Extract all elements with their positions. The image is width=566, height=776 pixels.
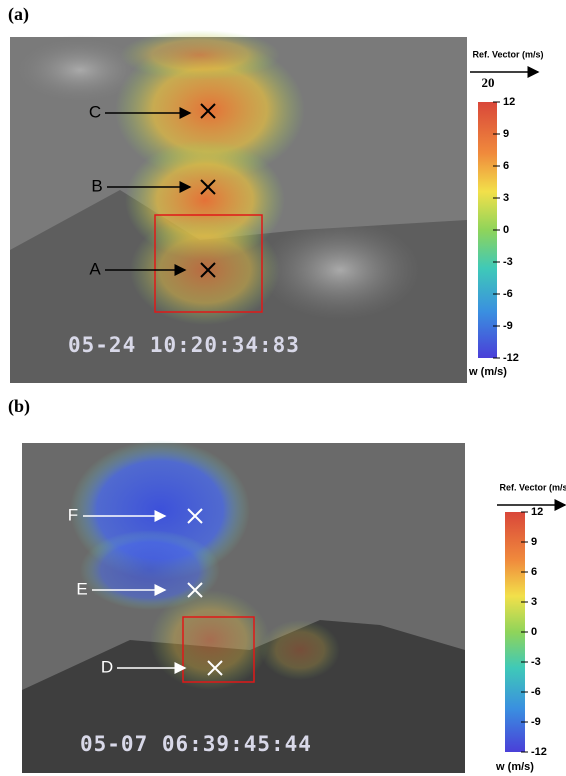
ref-vector-title: Ref. Vector (m/s) [472, 49, 543, 59]
colorbar-tick-label: 9 [531, 536, 537, 548]
photo-a [10, 30, 467, 383]
photo-b [22, 440, 465, 773]
colorbar-tick-label: 9 [503, 128, 509, 140]
colorbar-tick-label: 0 [503, 224, 509, 236]
point-label: E [76, 579, 87, 598]
panel-label: (a) [8, 4, 29, 25]
page: {"panels": [ {"label": "(a)", "timestamp… [0, 0, 566, 776]
colorbar-label: w (m/s) [468, 366, 507, 378]
colorbar-tick-label: 0 [531, 626, 537, 638]
colorbar-tick-label: 12 [503, 96, 515, 108]
point-label: F [68, 505, 78, 524]
colorbar-tick-label: -3 [531, 656, 541, 668]
point-label: A [89, 259, 101, 278]
panel-label: (b) [8, 396, 30, 417]
colorbar-tick-label: -9 [531, 716, 541, 728]
figure: (a) 05-24 10:20:34:83 C B A Ref. Vector (m/s)… [0, 0, 566, 776]
ref-vector-title: Ref. Vector (m/s) [499, 482, 566, 492]
colorbar-tick-label: 6 [503, 160, 509, 172]
colorbar-tick-label: 3 [503, 192, 509, 204]
colorbar-tick-label: 12 [531, 506, 543, 518]
colorbar-tick-label: 3 [531, 596, 537, 608]
colorbar-label: w (m/s) [495, 761, 534, 773]
colorbar-tick-label: -12 [531, 746, 547, 758]
timestamp: 05-07 06:39:45:44 [80, 732, 312, 756]
colorbar-tick-label: 6 [531, 566, 537, 578]
timestamp: 05-24 10:20:34:83 [68, 333, 300, 357]
colorbar-tick-label: -6 [503, 288, 513, 300]
ref-value: 20 [482, 75, 495, 90]
colorbar-tick-label: -12 [503, 352, 519, 364]
point-label: D [101, 657, 113, 676]
colorbar-tick-label: -6 [531, 686, 541, 698]
point-label: C [89, 102, 101, 121]
colorbar-tick-label: -3 [503, 256, 513, 268]
colorbar-tick-label: -9 [503, 320, 513, 332]
point-label: B [91, 176, 102, 195]
